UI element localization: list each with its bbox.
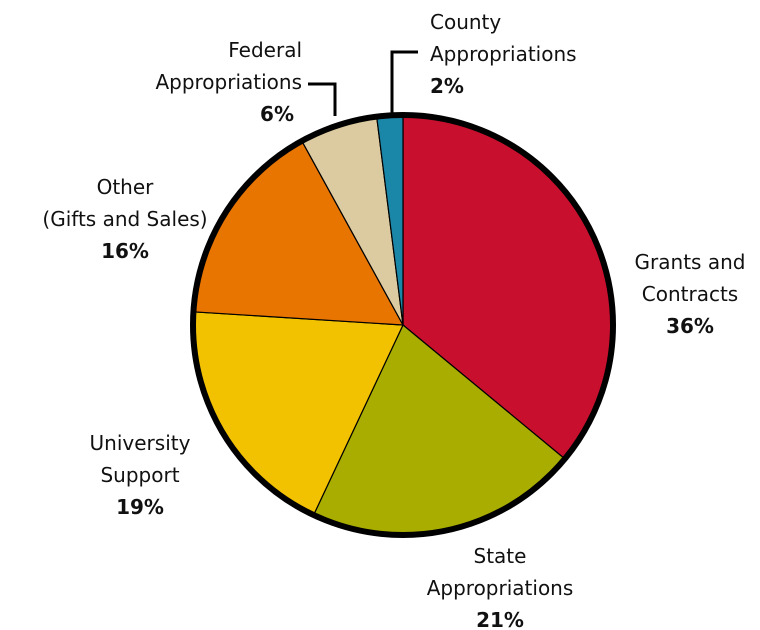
- slice-percent: 19%: [116, 495, 164, 519]
- pie-outline: [190, 112, 616, 538]
- slice-label: County Appropriations: [430, 10, 577, 66]
- leader-line: [308, 82, 337, 116]
- slice-percent: 21%: [476, 608, 524, 630]
- slice-label: University Support: [90, 431, 191, 487]
- slice-percent: 2%: [430, 74, 464, 98]
- leader-line: [390, 50, 418, 116]
- slice-percent: 36%: [666, 314, 714, 338]
- slice-label: Grants and Contracts: [635, 250, 746, 306]
- slice-label: Federal Appropriations: [155, 38, 302, 94]
- slice-percent: 16%: [101, 239, 149, 263]
- slice-label: Other (Gifts and Sales): [42, 175, 207, 231]
- slice-label: State Appropriations: [427, 544, 574, 600]
- slice-percent: 6%: [260, 102, 294, 126]
